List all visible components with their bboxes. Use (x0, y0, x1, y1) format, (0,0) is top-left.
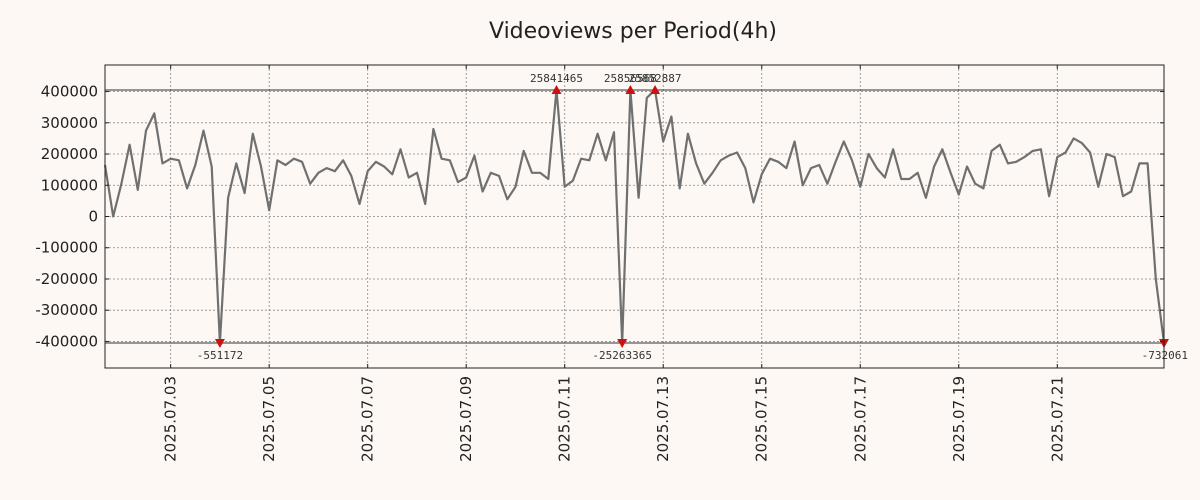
outlier-label: 25852887 (629, 72, 682, 85)
y-axis: 400000 300000 200000 100000 0 -100000 -200000 -… (35, 83, 1164, 350)
outlier-markers: -551172 25841465 -25263365 2585656825852887… (197, 72, 1188, 362)
outlier-marker (551, 84, 562, 94)
grid (105, 65, 1164, 368)
clip-lines (105, 89, 1164, 344)
outlier-label: -732061 (1142, 349, 1188, 362)
series-layer (103, 88, 1166, 345)
y-tick-label: -300000 (35, 301, 98, 319)
x-tick-label: 2025.07.05 (260, 376, 278, 462)
y-tick-label: 100000 (41, 176, 98, 194)
x-tick-label: 2025.07.19 (950, 376, 968, 462)
y-tick-label: -100000 (35, 239, 98, 257)
outlier-marker (650, 84, 661, 94)
y-tick-label: 200000 (41, 145, 98, 163)
x-tick-label: 2025.07.13 (654, 376, 672, 462)
y-tick-label: 300000 (41, 114, 98, 132)
y-tick-label: -200000 (35, 270, 98, 288)
x-tick-label: 2025.07.09 (457, 376, 475, 462)
x-tick-label: 2025.07.11 (556, 376, 574, 462)
outlier-label: -25263365 (592, 349, 652, 362)
x-axis: 2025.07.03 2025.07.05 2025.07.07 2025.07.09… (162, 65, 1066, 462)
y-tick-label: -400000 (35, 332, 98, 350)
x-tick-label: 2025.07.15 (753, 376, 771, 462)
outlier-marker (625, 84, 636, 94)
chart-title: Videoviews per Period(4h) (489, 19, 777, 44)
x-tick-label: 2025.07.21 (1048, 376, 1066, 462)
x-tick-label: 2025.07.17 (851, 376, 869, 462)
y-tick-label: 400000 (41, 83, 98, 101)
y-tick-label: 0 (88, 208, 98, 226)
outlier-label: -551172 (197, 349, 243, 362)
outlier-marker (214, 339, 225, 349)
outlier-label: 25856568 (604, 72, 657, 85)
series-line (103, 88, 1166, 345)
outlier-marker (617, 339, 628, 349)
x-tick-label: 2025.07.07 (359, 376, 377, 462)
outlier-label: 25841465 (530, 72, 583, 85)
x-tick-label: 2025.07.03 (162, 376, 180, 462)
